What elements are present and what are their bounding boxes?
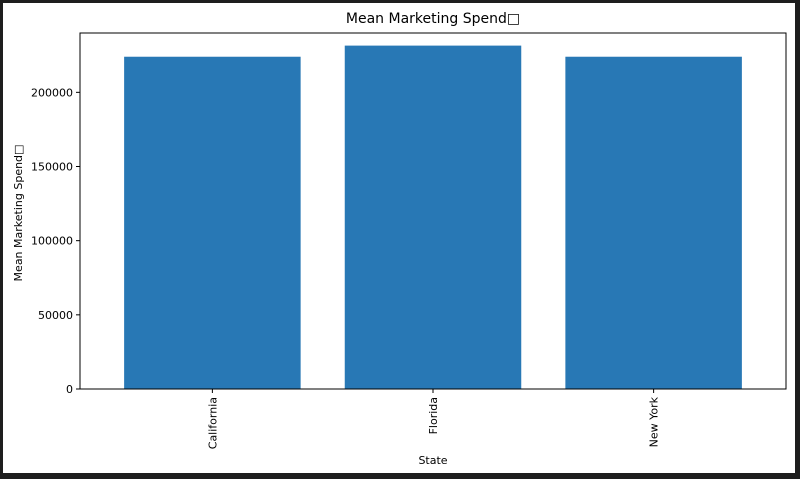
x-tick-label: California [206,397,219,449]
bar-florida [344,45,522,389]
y-tick-label: 0 [66,383,73,396]
bars-group [124,45,742,389]
x-axis-ticks: California Florida New York [206,389,661,449]
x-tick-label: New York [648,396,661,447]
y-tick-label: 50000 [38,309,73,322]
y-tick-label: 150000 [31,161,73,174]
bar-chart: Mean Marketing Spend□ 0 50000 100000 150000… [12,11,787,467]
plot-area [79,32,787,390]
bar-new-york [565,56,742,389]
y-axis-ticks: 0 50000 100000 150000 200000 [31,86,80,396]
y-axis-label: Mean Marketing Spend□ [12,145,25,282]
chart-frame: Mean Marketing Spend□ 0 50000 100000 150000… [3,3,795,473]
y-tick-label: 200000 [31,86,73,99]
chart-title: Mean Marketing Spend□ [346,11,520,27]
x-tick-label: Florida [427,397,440,434]
y-tick-label: 100000 [31,235,73,248]
x-axis-label: State [418,454,447,467]
bar-california [124,56,301,389]
